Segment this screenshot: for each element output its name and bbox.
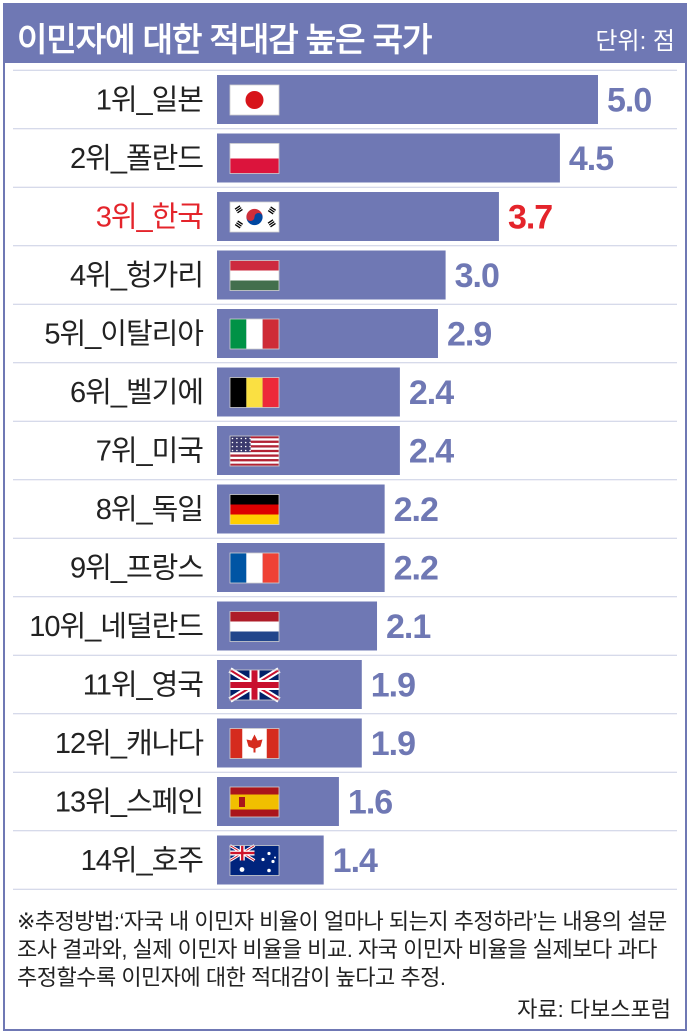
category-label: 8위_독일 <box>96 493 203 526</box>
value-label: 2.2 <box>394 550 438 588</box>
bar-row: 11위_영국 1.9 <box>83 660 416 709</box>
germany-flag-icon <box>229 494 280 525</box>
unit-label: 단위: 점 <box>595 28 675 55</box>
italy-flag-icon <box>229 318 280 350</box>
bar-row: 10위_네덜란드 2.1 <box>29 601 431 651</box>
bar-row: 8위_독일 2.2 <box>96 484 439 534</box>
korea-flag-icon <box>229 201 280 233</box>
value-label: 1.9 <box>371 667 415 705</box>
hungary-flag-icon <box>229 260 280 291</box>
value-label: 1.6 <box>348 784 392 822</box>
bar-row: 13위_스페인 1.6 <box>55 777 393 826</box>
category-label: 2위_폴란드 <box>70 142 203 175</box>
usa-flag-icon <box>229 435 280 467</box>
bar-row: 14위_호주 1.4 <box>81 835 379 885</box>
category-label: 12위_캐나다 <box>55 727 203 760</box>
netherlands-flag-icon <box>229 611 280 642</box>
value-label: 2.1 <box>386 608 430 646</box>
category-label: 1위_일본 <box>96 84 204 117</box>
japan-flag-icon <box>229 84 280 116</box>
bar-row: 3위_한국 3.7 <box>96 192 553 241</box>
category-label: 11위_영국 <box>83 669 204 702</box>
value-label: 2.2 <box>394 491 438 529</box>
bar-row: 7위_미국 2.4 <box>96 426 455 475</box>
belgium-flag-icon <box>229 377 280 408</box>
value-label: 2.4 <box>409 433 454 471</box>
chart-title: 이민자에 대한 적대감 높은 국가 <box>17 21 432 58</box>
category-label: 6위_벨기에 <box>70 376 203 409</box>
bar-row: 5위_이탈리아 2.9 <box>44 309 492 358</box>
poland-flag-icon <box>229 143 280 174</box>
category-label: 10위_네덜란드 <box>29 610 203 643</box>
value-label: 4.5 <box>569 140 613 178</box>
bar-row: 2위_폴란드 4.5 <box>70 133 614 183</box>
chart-frame: 이민자에 대한 적대감 높은 국가 단위: 점 1위_일본 5.0 2위_폴란드 4.… <box>3 3 687 1031</box>
value-label: 5.0 <box>607 82 651 120</box>
bar-row: 9위_프랑스 2.2 <box>70 543 439 592</box>
category-label: 4위_헝가리 <box>70 259 203 292</box>
bar-row: 6위_벨기에 2.4 <box>70 367 455 417</box>
france-flag-icon <box>229 552 280 584</box>
value-label: 3.0 <box>455 257 499 295</box>
uk-flag-icon <box>228 667 281 703</box>
method-note: ※추정방법:‘자국 내 이민자 비율이 얼마나 되는지 추정하라’는 내용의 설… <box>17 909 667 990</box>
value-label: 3.7 <box>508 199 552 237</box>
bar-row: 12위_캐나다 1.9 <box>55 718 416 768</box>
category-label: 3위_한국 <box>96 201 204 234</box>
bar <box>217 75 598 124</box>
value-label: 1.9 <box>371 725 415 763</box>
category-label: 5위_이탈리아 <box>44 318 203 351</box>
chart-header: 이민자에 대한 적대감 높은 국가 단위: 점 <box>5 5 685 63</box>
australia-flag-icon <box>229 844 280 876</box>
category-label: 9위_프랑스 <box>70 552 203 585</box>
bar-row: 4위_헝가리 3.0 <box>70 250 500 300</box>
canada-flag-icon <box>229 728 280 759</box>
value-label: 1.4 <box>333 842 378 880</box>
value-label: 2.9 <box>447 316 491 354</box>
spain-flag-icon <box>229 786 280 818</box>
category-label: 13위_스페인 <box>55 786 203 819</box>
bar-chart: 1위_일본 5.0 2위_폴란드 4.5 3위_한국 3.7 4위_헝가리 3.0 5위_이탈리… <box>13 69 677 890</box>
source-label: 자료: 다보스포럼 <box>517 997 671 1022</box>
bar-row: 1위_일본 5.0 <box>96 75 652 124</box>
value-label: 2.4 <box>409 374 454 412</box>
category-label: 7위_미국 <box>96 435 204 468</box>
category-label: 14위_호주 <box>81 844 204 877</box>
